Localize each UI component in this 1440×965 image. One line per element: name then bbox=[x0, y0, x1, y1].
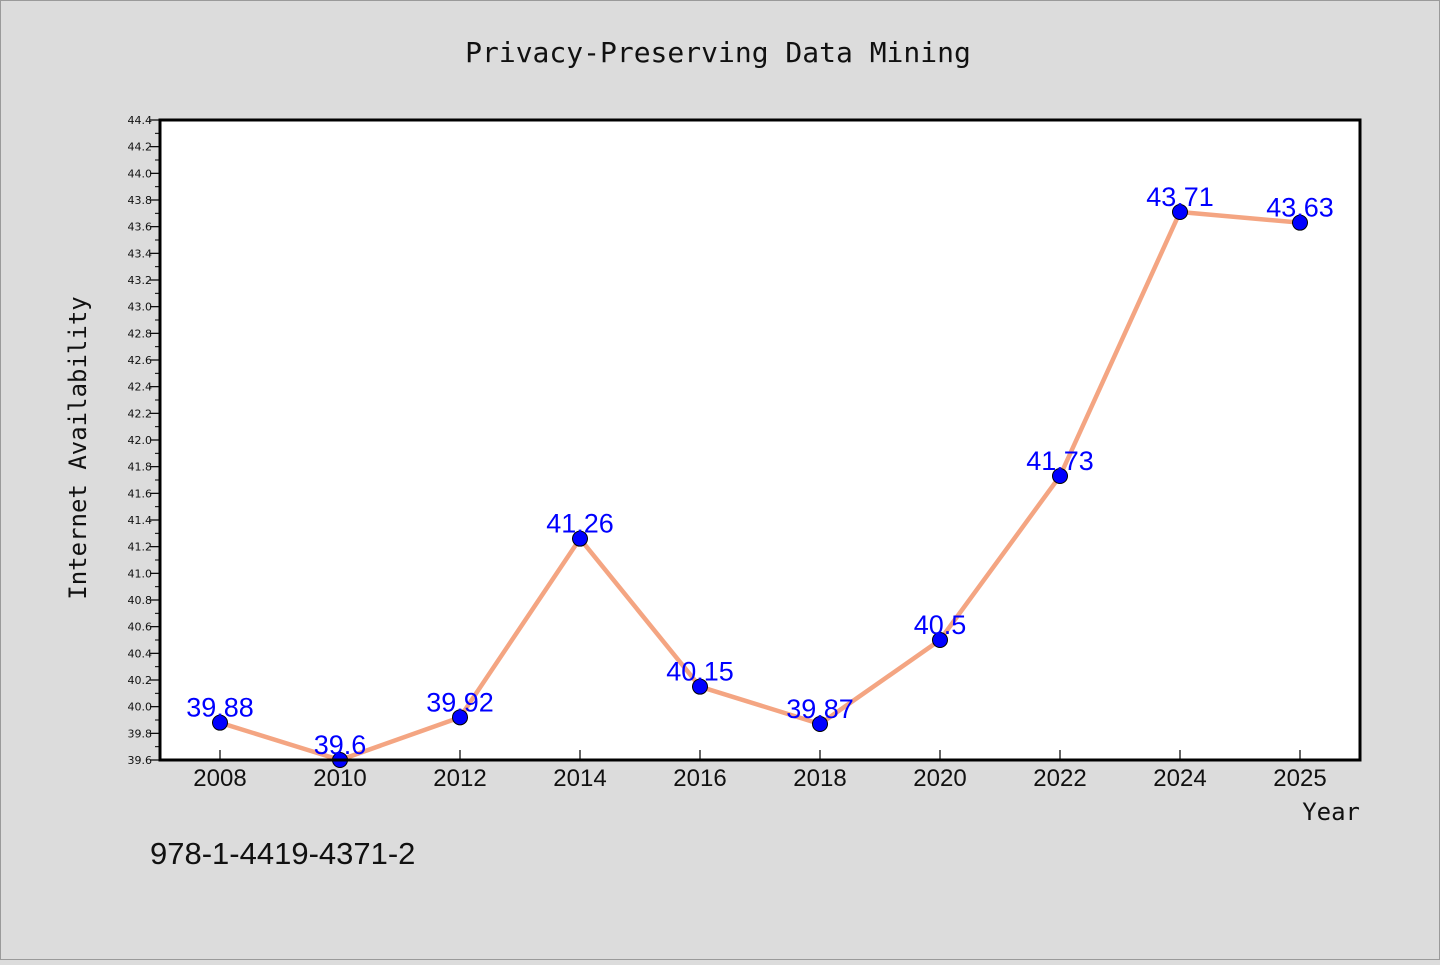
y-tick-label: 41.4 bbox=[128, 514, 153, 527]
series-line bbox=[217, 209, 1303, 763]
y-tick-label: 40.8 bbox=[128, 594, 153, 607]
x-tick-label: 2022 bbox=[1033, 765, 1086, 792]
y-tick-label: 42.6 bbox=[128, 354, 153, 367]
y-tick-label: 39.8 bbox=[128, 727, 153, 740]
x-tick-label: 2024 bbox=[1153, 765, 1206, 792]
data-label: 41.73 bbox=[1026, 446, 1094, 476]
data-label: 39.88 bbox=[186, 693, 254, 723]
y-tick-label: 44.2 bbox=[128, 141, 153, 154]
data-label: 43.63 bbox=[1266, 193, 1334, 223]
footer-isbn-text: 978-1-4419-4371-2 bbox=[150, 836, 415, 871]
y-tick-label: 39.6 bbox=[128, 754, 153, 767]
x-tick-label: 2010 bbox=[313, 765, 366, 792]
data-point bbox=[692, 678, 708, 695]
data-point bbox=[932, 632, 948, 648]
y-tick-label: 42.4 bbox=[128, 381, 153, 394]
y-tick-label: 41.2 bbox=[128, 541, 153, 554]
y-tick-label: 40.0 bbox=[128, 701, 153, 714]
y-tick-label: 42.8 bbox=[128, 327, 153, 340]
data-label: 40.5 bbox=[914, 610, 967, 640]
plot-frame bbox=[158, 118, 1362, 762]
x-tick-label: 2008 bbox=[193, 765, 246, 792]
data-point bbox=[1292, 214, 1308, 231]
y-axis-title: Internet Availability bbox=[64, 296, 92, 599]
x-tick-label: 2025 bbox=[1273, 765, 1326, 792]
x-axis-title: Year bbox=[1302, 798, 1360, 826]
y-tick-label: 44.0 bbox=[128, 167, 153, 180]
y-tick-label: 40.4 bbox=[128, 647, 153, 660]
y-tick-label: 42.2 bbox=[128, 407, 153, 420]
x-tick-label: 2014 bbox=[553, 765, 606, 792]
data-label: 40.15 bbox=[666, 657, 734, 687]
y-tick-label: 41.6 bbox=[128, 487, 153, 500]
data-label-layer: 39.88 39.6 39.92 41.26 40.15 39.87 40.5 41.73 43… bbox=[186, 182, 1334, 760]
data-point bbox=[572, 530, 588, 547]
chart-title: Privacy-Preserving Data Mining bbox=[465, 36, 971, 69]
data-point bbox=[1052, 468, 1068, 484]
y-tick-label: 43.8 bbox=[128, 194, 153, 207]
data-label: 41.26 bbox=[546, 509, 614, 539]
x-tick-label: 2018 bbox=[793, 765, 846, 792]
y-tick-label: 40.2 bbox=[128, 674, 153, 687]
x-tick-label: 2016 bbox=[673, 765, 726, 792]
data-point bbox=[452, 709, 468, 726]
data-label: 39.92 bbox=[426, 687, 494, 717]
y-tick-label: 41.8 bbox=[128, 461, 153, 474]
y-tick-label: 43.6 bbox=[128, 221, 153, 234]
x-tick-label: 2020 bbox=[913, 765, 966, 792]
plot-area bbox=[160, 120, 1360, 760]
y-tick-label: 42.0 bbox=[128, 434, 153, 447]
y-tick-label: 43.2 bbox=[128, 274, 153, 287]
data-label: 39.6 bbox=[314, 730, 367, 760]
y-tick-label: 40.6 bbox=[128, 621, 153, 634]
data-point bbox=[812, 716, 828, 732]
y-tick-label: 41.0 bbox=[128, 567, 153, 580]
data-point bbox=[1172, 204, 1188, 220]
data-label: 39.87 bbox=[786, 694, 854, 724]
data-label: 43.71 bbox=[1146, 182, 1214, 212]
y-tick-label: 43.0 bbox=[128, 301, 153, 314]
x-axis: 2008 2010 2012 2014 2016 2018 2020 2022 2024 2025 bbox=[193, 750, 1327, 792]
y-tick-label: 43.4 bbox=[128, 247, 153, 260]
x-tick-label: 2012 bbox=[433, 765, 486, 792]
y-axis: 39.6 39.8 40.0 40.2 40.4 40.6 40.8 41.0 41.2 41.4… bbox=[128, 114, 160, 767]
y-tick-label: 44.4 bbox=[128, 114, 153, 127]
data-point bbox=[212, 714, 228, 731]
